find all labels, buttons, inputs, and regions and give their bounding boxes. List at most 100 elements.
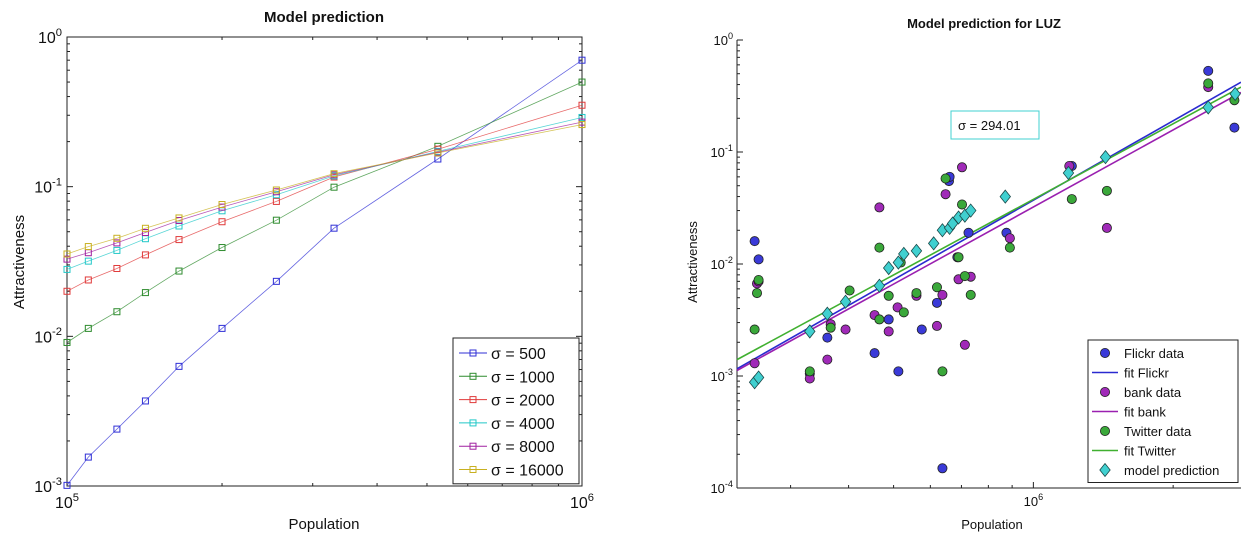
data-point bbox=[84, 243, 92, 251]
legend-marker bbox=[1100, 347, 1111, 358]
legend-label: σ = 4000 bbox=[491, 416, 555, 433]
legend-marker bbox=[1100, 425, 1111, 436]
tick-label: 100 bbox=[38, 27, 62, 47]
data-point bbox=[752, 370, 765, 385]
tick-label: 106 bbox=[570, 492, 594, 512]
data-point bbox=[1004, 242, 1015, 253]
tick-label: 105 bbox=[55, 492, 79, 512]
data-point bbox=[1203, 65, 1214, 76]
legend-label: model prediction bbox=[1124, 463, 1219, 478]
data-point bbox=[898, 307, 909, 318]
tick-label: 106 bbox=[1024, 492, 1044, 509]
legend-marker bbox=[469, 442, 477, 450]
legend-label: σ = 2000 bbox=[491, 393, 555, 410]
data-point bbox=[882, 260, 895, 276]
data-point bbox=[957, 162, 968, 173]
data-point bbox=[873, 278, 886, 293]
data-point bbox=[141, 229, 149, 237]
data-point bbox=[844, 285, 855, 296]
y-axis-label: Attractiveness bbox=[11, 215, 28, 309]
data-point bbox=[113, 425, 121, 433]
data-point bbox=[84, 257, 92, 265]
data-point bbox=[898, 246, 910, 262]
data-point bbox=[965, 203, 977, 218]
data-point bbox=[84, 453, 92, 461]
data-point bbox=[63, 250, 71, 258]
fit-line bbox=[736, 86, 1241, 361]
legend-label: σ = 1000 bbox=[491, 369, 555, 386]
data-point bbox=[931, 320, 942, 331]
legend-label: bank data bbox=[1124, 385, 1182, 400]
data-point bbox=[1101, 185, 1112, 196]
legend-marker bbox=[469, 372, 477, 380]
data-point bbox=[63, 255, 71, 263]
data-point bbox=[910, 243, 923, 259]
legend: σ = 500 σ = 1000 σ = 2000 σ = 4000 σ = 8000 σ… bbox=[452, 337, 580, 485]
legend-label: σ = 8000 bbox=[491, 439, 555, 456]
legend-marker bbox=[469, 419, 477, 427]
series-markers bbox=[63, 56, 586, 489]
data-point bbox=[578, 113, 586, 121]
data-point bbox=[272, 277, 280, 285]
data-point bbox=[965, 289, 976, 300]
data-point bbox=[1099, 149, 1112, 165]
data-point bbox=[892, 255, 905, 270]
data-point bbox=[931, 297, 942, 308]
data-point bbox=[959, 339, 970, 350]
model-prediction-luz-chart: Model prediction for LUZ Population Attr… bbox=[685, 16, 1241, 532]
data-point bbox=[883, 326, 894, 337]
data-point bbox=[931, 282, 942, 293]
data-point bbox=[272, 186, 280, 194]
data-point bbox=[434, 149, 442, 157]
legend-marker bbox=[1099, 462, 1111, 478]
tick-label: 10-2 bbox=[34, 326, 62, 346]
data-point bbox=[1229, 122, 1240, 133]
legend-label: Twitter data bbox=[1124, 424, 1192, 439]
legend-marker bbox=[1100, 386, 1111, 397]
data-point bbox=[883, 314, 894, 325]
legend: Flickr data fit Flickr bank data fit bank Tw… bbox=[1087, 339, 1239, 483]
tick-label: 10-3 bbox=[710, 367, 733, 384]
series-line bbox=[66, 81, 583, 343]
model-prediction-chart: Model prediction Population Attractivene… bbox=[11, 9, 594, 533]
tick-label: 10-3 bbox=[34, 476, 62, 496]
data-point bbox=[822, 354, 833, 365]
data-point bbox=[578, 56, 586, 64]
data-point bbox=[113, 239, 121, 247]
legend-marker bbox=[469, 349, 477, 357]
data-point bbox=[272, 216, 280, 224]
tick-label: 10-1 bbox=[710, 143, 733, 160]
data-point bbox=[1203, 78, 1214, 89]
data-point bbox=[218, 324, 226, 332]
series-lines bbox=[66, 59, 583, 486]
data-point bbox=[916, 324, 927, 335]
series-line bbox=[66, 124, 583, 255]
annotation-text: σ = 294.01 bbox=[958, 118, 1021, 133]
data-point bbox=[113, 234, 121, 242]
data-point bbox=[63, 265, 71, 273]
data-point bbox=[753, 254, 764, 265]
data-point bbox=[869, 348, 880, 359]
data-point bbox=[1101, 222, 1112, 233]
data-point bbox=[821, 306, 834, 321]
legend-marker bbox=[469, 396, 477, 404]
data-point bbox=[749, 324, 760, 335]
data-point bbox=[1062, 165, 1075, 181]
data-point bbox=[113, 308, 121, 316]
data-point bbox=[578, 121, 586, 129]
legend-label: fit Flickr bbox=[1124, 366, 1169, 381]
data-point bbox=[578, 101, 586, 109]
data-point bbox=[141, 397, 149, 405]
data-point bbox=[874, 202, 885, 213]
data-point bbox=[822, 332, 833, 343]
data-point bbox=[218, 218, 226, 226]
data-points bbox=[748, 65, 1241, 474]
annotation-box bbox=[950, 110, 1040, 140]
data-point bbox=[63, 481, 71, 489]
data-point bbox=[839, 294, 852, 309]
data-point bbox=[113, 264, 121, 272]
fit-line bbox=[736, 91, 1241, 372]
data-point bbox=[1202, 100, 1214, 115]
sigma-annotation: σ = 294.01 bbox=[950, 110, 1040, 140]
legend-label: σ = 16000 bbox=[491, 463, 564, 480]
